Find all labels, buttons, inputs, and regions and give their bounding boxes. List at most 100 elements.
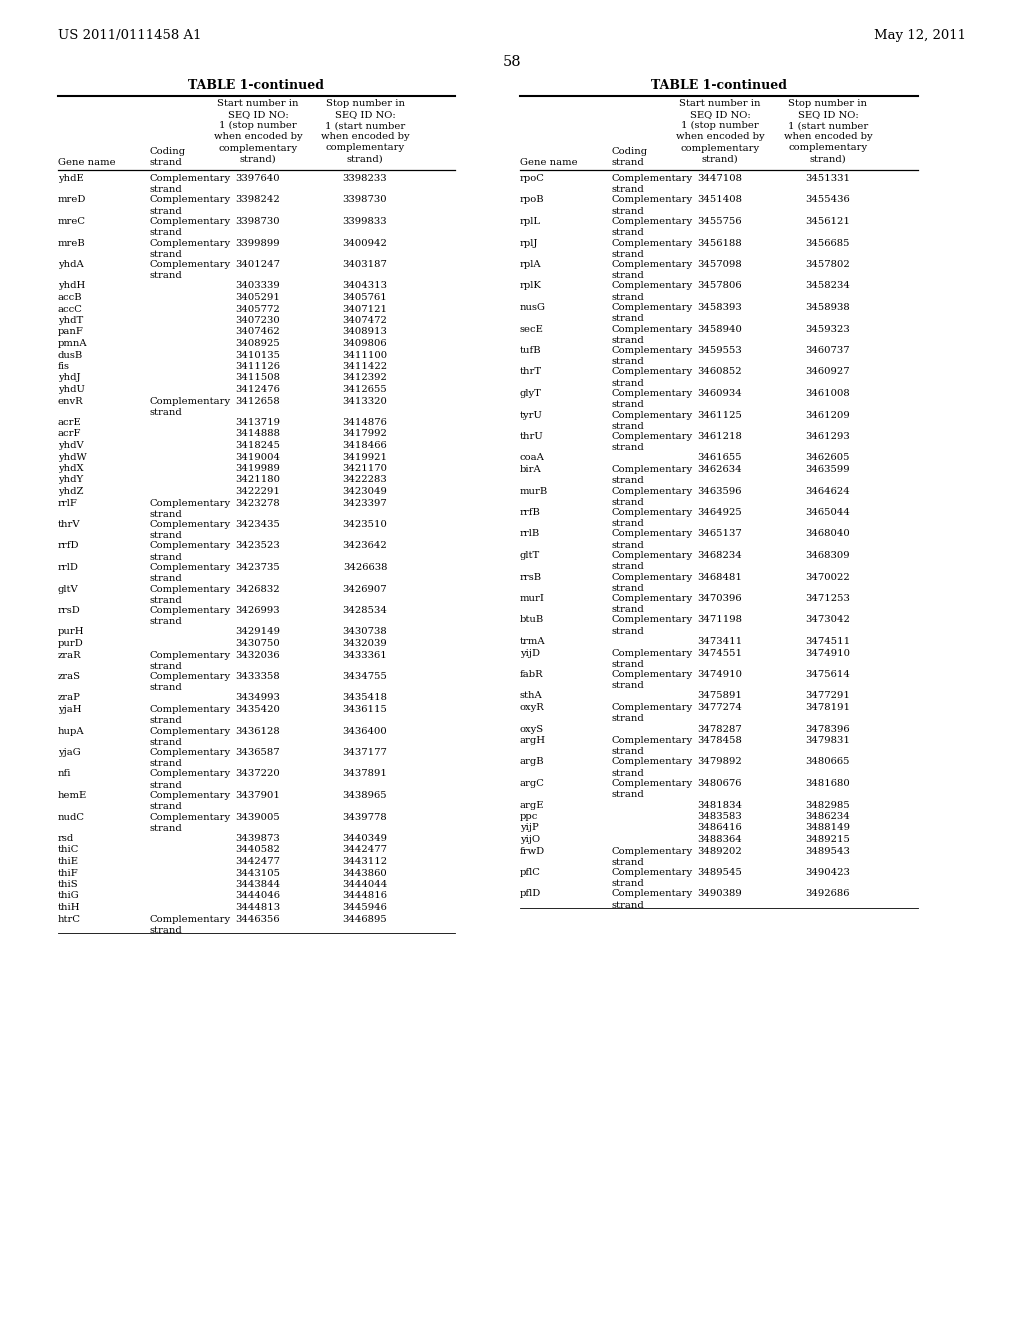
Text: 3419989: 3419989 [236,465,281,473]
Text: Complementary
strand: Complementary strand [150,396,231,417]
Text: hupA: hupA [58,726,85,735]
Text: pmnA: pmnA [58,339,88,348]
Text: 3481680: 3481680 [806,779,850,788]
Text: acrF: acrF [58,429,82,438]
Text: Complementary
strand: Complementary strand [612,260,693,280]
Text: 3403339: 3403339 [236,281,281,290]
Text: 3412392: 3412392 [343,374,387,383]
Text: thrT: thrT [520,367,542,376]
Text: oxyR: oxyR [520,704,545,711]
Text: 3456685: 3456685 [806,239,850,248]
Text: Complementary
strand: Complementary strand [612,487,693,507]
Text: 3443105: 3443105 [236,869,281,878]
Text: 3479831: 3479831 [806,737,851,744]
Text: 3435420: 3435420 [236,705,281,714]
Text: secE: secE [520,325,544,334]
Text: 3409806: 3409806 [343,339,387,348]
Text: murB: murB [520,487,548,495]
Text: yhdA: yhdA [58,260,84,269]
Text: Complementary
strand: Complementary strand [612,869,693,888]
Text: yijD: yijD [520,648,540,657]
Text: 3421170: 3421170 [342,465,387,473]
Text: sthA: sthA [520,692,543,701]
Text: 3398233: 3398233 [343,174,387,183]
Text: argE: argE [520,800,545,809]
Text: 3411100: 3411100 [342,351,387,359]
Text: Complementary
strand: Complementary strand [150,606,231,626]
Text: 3421180: 3421180 [236,475,281,484]
Text: gltV: gltV [58,585,79,594]
Text: argB: argB [520,758,545,767]
Text: 3457802: 3457802 [806,260,850,269]
Text: thiH: thiH [58,903,81,912]
Text: Complementary
strand: Complementary strand [612,432,693,451]
Text: purD: purD [58,639,84,648]
Text: rsd: rsd [58,834,75,843]
Text: 3474511: 3474511 [806,638,851,645]
Text: 3413320: 3413320 [343,396,387,405]
Text: Complementary
strand: Complementary strand [612,594,693,614]
Text: Complementary
strand: Complementary strand [612,304,693,323]
Text: 3460737: 3460737 [806,346,850,355]
Text: 3423523: 3423523 [236,541,281,550]
Text: Complementary
strand: Complementary strand [612,846,693,867]
Text: birA: birA [520,465,542,474]
Text: 3464925: 3464925 [697,508,742,517]
Text: 3473042: 3473042 [806,615,851,624]
Text: Stop number in
SEQ ID NO:
1 (start number
when encoded by
complementary
strand): Stop number in SEQ ID NO: 1 (start numbe… [783,99,872,164]
Text: 3437177: 3437177 [343,748,387,756]
Text: rpoC: rpoC [520,174,545,183]
Text: Complementary
strand: Complementary strand [150,726,231,747]
Text: 3407121: 3407121 [342,305,387,314]
Text: Complementary
strand: Complementary strand [150,216,231,238]
Text: yhdH: yhdH [58,281,85,290]
Text: 3413719: 3413719 [236,418,281,426]
Text: 3426993: 3426993 [236,606,281,615]
Text: Complementary
strand: Complementary strand [150,541,231,561]
Text: 3477274: 3477274 [697,704,742,711]
Text: Complementary
strand: Complementary strand [150,564,231,583]
Text: yhdV: yhdV [58,441,84,450]
Text: rrsD: rrsD [58,606,81,615]
Text: 3461218: 3461218 [697,432,742,441]
Text: Complementary
strand: Complementary strand [612,615,693,636]
Text: rplK: rplK [520,281,542,290]
Text: 3440582: 3440582 [236,846,281,854]
Text: htrC: htrC [58,915,81,924]
Text: 3407462: 3407462 [236,327,281,337]
Text: 3411422: 3411422 [342,362,387,371]
Text: Complementary
strand: Complementary strand [612,195,693,215]
Text: Complementary
strand: Complementary strand [150,520,231,540]
Text: btuB: btuB [520,615,544,624]
Text: 3474910: 3474910 [697,671,742,678]
Text: 3407230: 3407230 [236,315,281,325]
Text: tufB: tufB [520,346,542,355]
Text: 3429149: 3429149 [236,627,281,636]
Text: Complementary
strand: Complementary strand [612,704,693,723]
Text: 3446356: 3446356 [236,915,281,924]
Text: 3490389: 3490389 [697,890,742,899]
Text: 3412658: 3412658 [236,396,281,405]
Text: 3458234: 3458234 [806,281,851,290]
Text: Complementary
strand: Complementary strand [150,791,231,810]
Text: coaA: coaA [520,454,545,462]
Text: 3444816: 3444816 [342,891,387,900]
Text: murI: murI [520,594,545,603]
Text: Complementary
strand: Complementary strand [150,195,231,215]
Text: 3399833: 3399833 [343,216,387,226]
Text: 3465044: 3465044 [806,508,851,517]
Text: 3439005: 3439005 [236,813,281,821]
Text: yhdW: yhdW [58,453,87,462]
Text: nfi: nfi [58,770,72,779]
Text: 3455436: 3455436 [806,195,850,205]
Text: 3426832: 3426832 [236,585,281,594]
Text: tyrU: tyrU [520,411,543,420]
Text: yhdX: yhdX [58,465,84,473]
Text: yijP: yijP [520,824,539,833]
Text: 3430738: 3430738 [343,627,387,636]
Text: 3474910: 3474910 [806,648,851,657]
Text: nudC: nudC [58,813,85,821]
Text: pflC: pflC [520,869,541,876]
Text: 3471198: 3471198 [697,615,742,624]
Text: Complementary
strand: Complementary strand [612,508,693,528]
